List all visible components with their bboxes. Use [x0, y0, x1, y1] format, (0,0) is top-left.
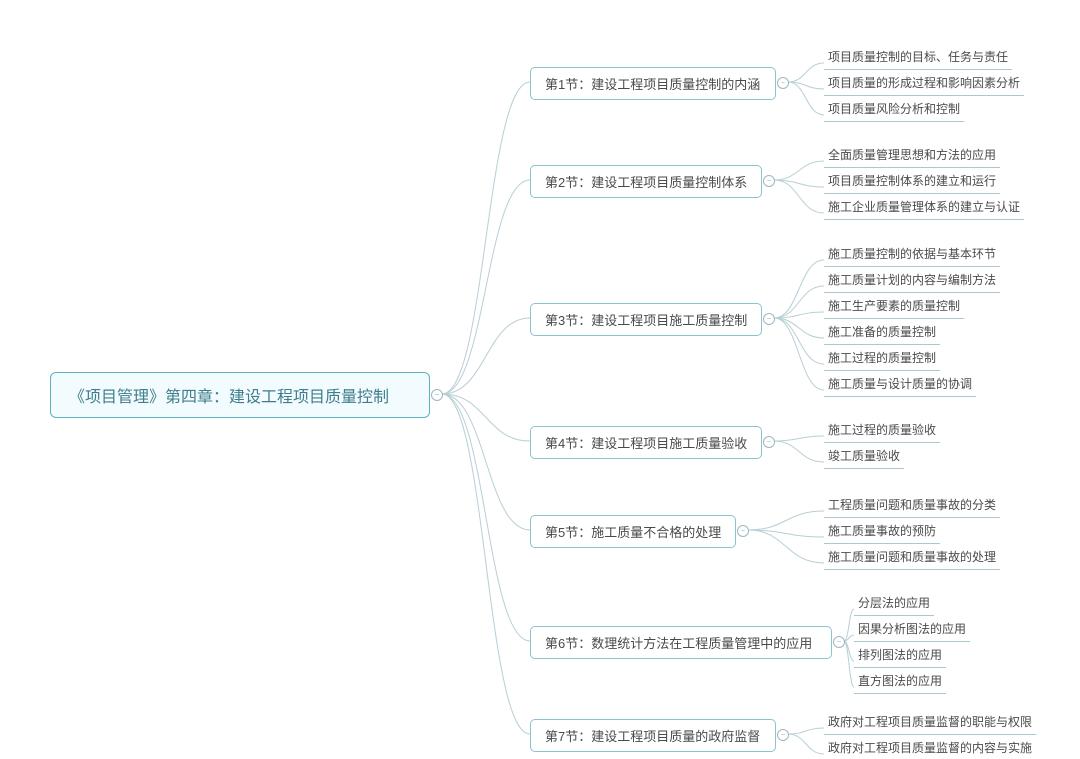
leaf-node[interactable]: 施工准备的质量控制 [824, 323, 940, 345]
collapse-toggle-icon[interactable]: − [777, 729, 789, 741]
leaf-node[interactable]: 政府对工程项目质量监督的职能与权限 [824, 713, 1036, 735]
leaf-node[interactable]: 竣工质量验收 [824, 447, 904, 469]
leaf-node[interactable]: 施工过程的质量验收 [824, 421, 940, 443]
section-node-2[interactable]: 第2节：建设工程项目质量控制体系 [530, 165, 762, 198]
collapse-toggle-icon[interactable]: − [763, 175, 775, 187]
leaf-node[interactable]: 项目质量控制的目标、任务与责任 [824, 48, 1012, 70]
leaf-node[interactable]: 项目质量风险分析和控制 [824, 100, 964, 122]
leaf-node[interactable]: 施工质量与设计质量的协调 [824, 375, 976, 397]
leaf-node[interactable]: 直方图法的应用 [854, 672, 946, 694]
leaf-node[interactable]: 施工生产要素的质量控制 [824, 297, 964, 319]
collapse-toggle-icon[interactable]: − [763, 436, 775, 448]
collapse-toggle-icon[interactable]: − [737, 525, 749, 537]
section-node-4[interactable]: 第4节：建设工程项目施工质量验收 [530, 426, 762, 459]
root-node[interactable]: 《项目管理》第四章：建设工程项目质量控制 [50, 372, 430, 418]
collapse-toggle-icon[interactable]: − [763, 313, 775, 325]
leaf-node[interactable]: 因果分析图法的应用 [854, 620, 970, 642]
leaf-node[interactable]: 政府对工程项目质量监督的内容与实施 [824, 739, 1036, 759]
leaf-node[interactable]: 分层法的应用 [854, 594, 934, 616]
collapse-toggle-icon[interactable]: − [777, 77, 789, 89]
mindmap-canvas: 《项目管理》第四章：建设工程项目质量控制−第1节：建设工程项目质量控制的内涵−项… [0, 0, 1080, 759]
leaf-node[interactable]: 排列图法的应用 [854, 646, 946, 668]
leaf-node[interactable]: 项目质量的形成过程和影响因素分析 [824, 74, 1024, 96]
leaf-node[interactable]: 工程质量问题和质量事故的分类 [824, 496, 1000, 518]
leaf-node[interactable]: 施工过程的质量控制 [824, 349, 940, 371]
section-node-1[interactable]: 第1节：建设工程项目质量控制的内涵 [530, 67, 776, 100]
leaf-node[interactable]: 施工质量问题和质量事故的处理 [824, 548, 1000, 570]
leaf-node[interactable]: 施工质量事故的预防 [824, 522, 940, 544]
section-node-6[interactable]: 第6节：数理统计方法在工程质量管理中的应用 [530, 626, 832, 659]
collapse-toggle-icon[interactable]: − [833, 636, 845, 648]
leaf-node[interactable]: 项目质量控制体系的建立和运行 [824, 172, 1000, 194]
leaf-node[interactable]: 施工质量控制的依据与基本环节 [824, 245, 1000, 267]
leaf-node[interactable]: 施工企业质量管理体系的建立与认证 [824, 198, 1024, 220]
leaf-node[interactable]: 施工质量计划的内容与编制方法 [824, 271, 1000, 293]
section-node-3[interactable]: 第3节：建设工程项目施工质量控制 [530, 303, 762, 336]
section-node-7[interactable]: 第7节：建设工程项目质量的政府监督 [530, 719, 776, 752]
leaf-node[interactable]: 全面质量管理思想和方法的应用 [824, 146, 1000, 168]
collapse-toggle-icon[interactable]: − [431, 389, 443, 401]
section-node-5[interactable]: 第5节：施工质量不合格的处理 [530, 515, 736, 548]
